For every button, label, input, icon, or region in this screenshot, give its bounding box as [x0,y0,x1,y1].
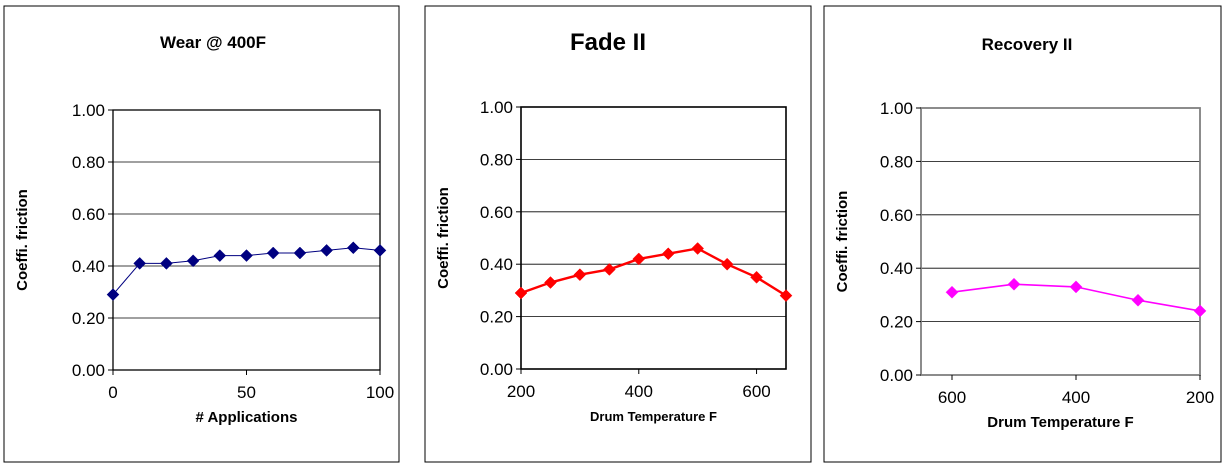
x-tick-label: 400 [1062,388,1090,407]
data-point [266,246,280,260]
data-point [945,285,959,299]
data-point [720,257,734,271]
y-tick-label: 0.00 [480,360,513,379]
x-tick-label: 600 [742,382,770,401]
chart-title: Recovery II [982,35,1073,54]
y-axis-label: Coeffi. friction [834,191,851,293]
data-point [240,249,253,262]
data-point [750,270,763,284]
y-tick-label: 0.80 [880,152,913,171]
y-tick-label: 0.00 [72,361,105,380]
data-point [1007,277,1021,291]
data-point [779,289,793,302]
chart-frame [3,5,400,463]
data-point [346,241,360,255]
y-tick-label: 0.80 [72,153,105,172]
data-point [544,276,557,289]
data-point [320,244,333,257]
x-tick-label: 600 [938,388,966,407]
chart-frame [424,5,812,463]
y-tick-label: 0.60 [880,206,913,225]
y-tick-label: 0.40 [480,255,513,274]
x-tick-label: 200 [1186,388,1214,407]
y-tick-label: 0.20 [72,309,105,328]
data-point [691,242,705,255]
y-tick-label: 0.40 [880,259,913,278]
data-point [1193,304,1207,318]
y-tick-label: 1.00 [72,101,105,120]
y-axis-label: Coeffi. friction [435,187,452,289]
y-tick-label: 0.60 [480,203,513,222]
y-tick-label: 0.00 [880,366,913,385]
y-tick-label: 1.00 [480,98,513,117]
series-line [520,247,787,297]
data-point [133,257,147,270]
y-tick-label: 1.00 [880,99,913,118]
plot-area [520,106,787,370]
chart-frame [823,5,1222,463]
y-tick-label: 0.20 [480,308,513,327]
x-axis-label: # Applications [196,409,298,426]
y-axis-label: Coeffi. friction [14,189,31,291]
x-tick-label: 200 [507,382,535,401]
data-point [514,286,528,300]
y-tick-label: 0.80 [480,150,513,169]
data-point [186,254,200,268]
x-axis-label: Drum Temperature F [590,409,717,424]
chart-panel-3: Recovery II 0.00 0.20 0.40 0.60 0.80 1.00 600 40… [823,5,1222,463]
data-point [1069,280,1083,294]
x-tick-label: 100 [366,383,394,402]
data-point [293,246,307,260]
data-point [106,288,120,301]
x-axis-label: Drum Temperature F [987,414,1133,431]
y-tick-label: 0.40 [72,257,105,276]
plot-area [920,107,1201,376]
data-point [213,249,227,262]
chart-panel-1: Wear @ 400F 0.00 0.20 0.40 0.60 0.80 1.00 0 50 10… [3,5,400,463]
data-point [160,257,173,270]
chart-title: Fade II [570,29,646,56]
data-point [573,268,587,282]
data-point [632,252,646,266]
x-tick-label: 50 [237,383,256,402]
y-tick-label: 0.20 [880,313,913,332]
data-point [1131,293,1145,307]
data-point [373,244,387,257]
y-tick-label: 0.60 [72,205,105,224]
x-tick-label: 400 [625,382,653,401]
data-point [602,263,616,276]
chart-title: Wear @ 400F [160,33,266,52]
chart-panel-2: Fade II 0.00 0.20 0.40 0.60 0.80 1.00 200 400 600… [424,5,812,463]
x-tick-label: 0 [108,383,117,402]
data-point [661,247,675,261]
